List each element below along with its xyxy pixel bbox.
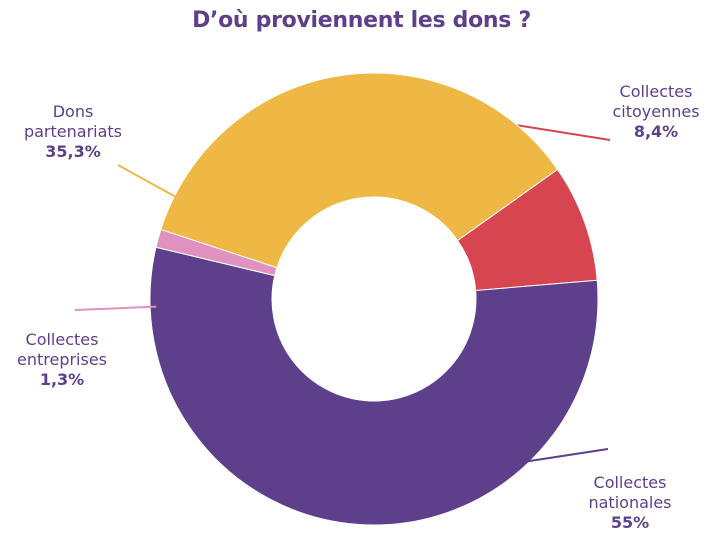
label-collectes-nationales: Collectes nationales 55% [560, 473, 700, 533]
label-collectes-entreprises: Collectes entreprises 1,3% [0, 330, 127, 390]
slice-name-line: Collectes [619, 82, 693, 101]
slice-name-line: Collectes [593, 473, 667, 492]
leader-line-collectes-nationales [519, 448, 609, 464]
slice-name-line: entreprises [16, 350, 108, 369]
slice-value: 1,3% [39, 370, 85, 389]
slice-name-line: Collectes [25, 330, 99, 349]
slice-value: 35,3% [45, 142, 101, 161]
slice-collectes-nationales [149, 246, 599, 526]
leader-line-collectes-citoyennes [505, 122, 611, 141]
slice-value: 55% [610, 513, 650, 532]
leader-line-dons-partenariats [117, 164, 181, 200]
slice-name-line: Dons [52, 102, 94, 121]
label-collectes-citoyennes: Collectes citoyennes 8,4% [586, 82, 723, 142]
leader-line-collectes-entreprises [74, 305, 157, 311]
slice-value: 8,4% [633, 122, 679, 141]
slice-name-line: nationales [588, 493, 672, 512]
chart-title: D’où proviennent les dons ? [192, 8, 531, 33]
label-dons-partenariats: Dons partenariats 35,3% [8, 102, 138, 162]
slice-dons-partenariats [160, 72, 559, 269]
slice-name-line: citoyennes [612, 102, 700, 121]
slice-name-line: partenariats [23, 122, 123, 141]
